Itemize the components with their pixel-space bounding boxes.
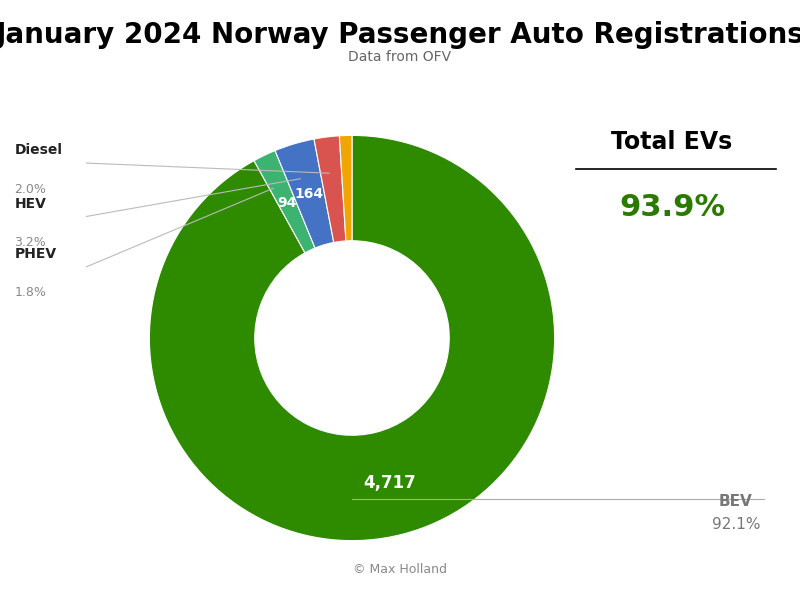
Wedge shape xyxy=(275,139,334,248)
Wedge shape xyxy=(339,135,352,241)
Text: 1.8%: 1.8% xyxy=(14,286,46,299)
Text: BEV: BEV xyxy=(719,493,753,509)
Text: 2.0%: 2.0% xyxy=(14,183,46,196)
Text: PHEV: PHEV xyxy=(14,247,57,261)
Text: HEV: HEV xyxy=(14,196,46,211)
Text: 164: 164 xyxy=(294,187,324,201)
Text: 92.1%: 92.1% xyxy=(712,517,760,533)
Text: Data from OFV: Data from OFV xyxy=(349,50,451,65)
Text: 4,717: 4,717 xyxy=(363,474,416,492)
Text: 3.2%: 3.2% xyxy=(14,236,46,249)
Wedge shape xyxy=(150,135,554,541)
Wedge shape xyxy=(254,151,315,253)
Text: January 2024 Norway Passenger Auto Registrations: January 2024 Norway Passenger Auto Regis… xyxy=(0,21,800,49)
Wedge shape xyxy=(314,136,346,243)
Text: 93.9%: 93.9% xyxy=(619,193,725,222)
Text: Total EVs: Total EVs xyxy=(611,130,733,154)
Text: © Max Holland: © Max Holland xyxy=(353,563,447,576)
Text: Diesel: Diesel xyxy=(14,143,62,157)
Text: 94: 94 xyxy=(278,196,297,210)
